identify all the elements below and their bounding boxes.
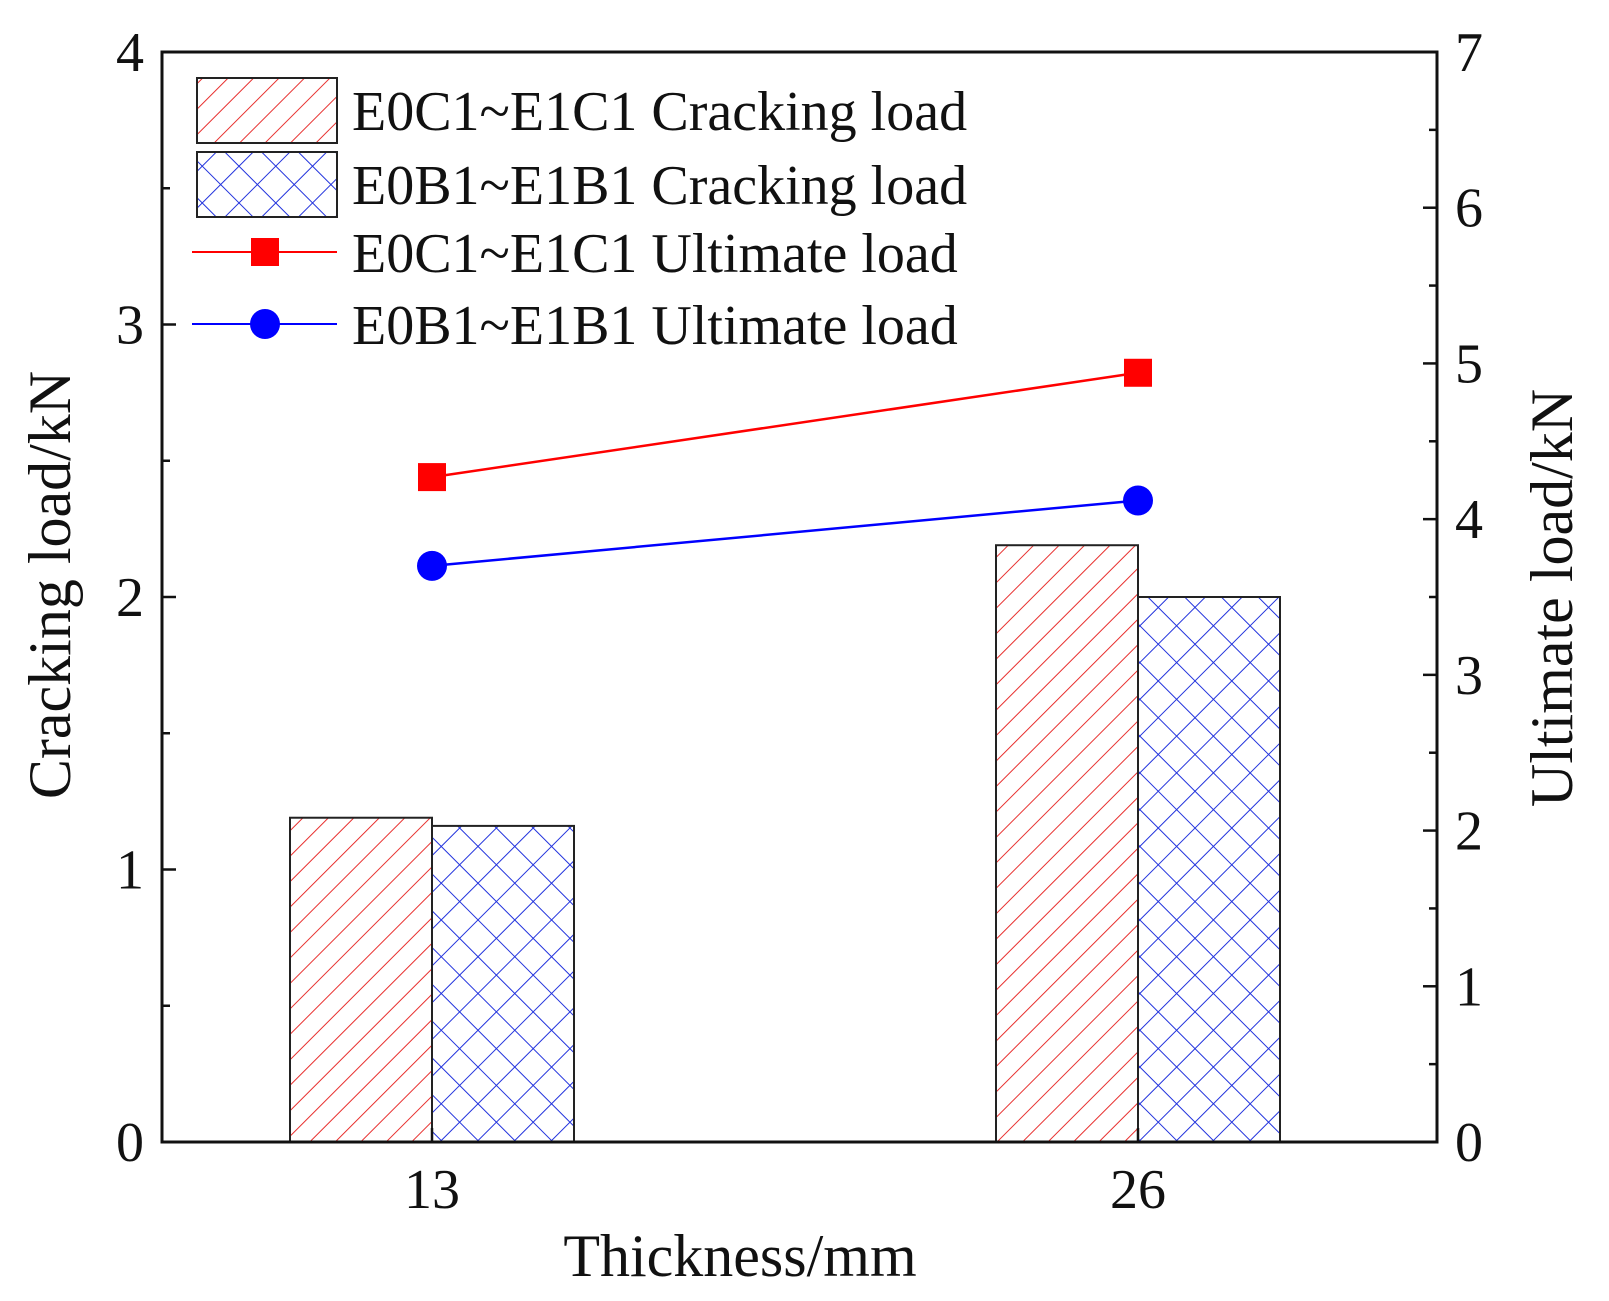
bar-cracking-c-26 (995, 544, 1139, 1143)
legend-label-ultimate-c: E0C1~E1C1 Ultimate load (352, 223, 958, 285)
legend: E0C1~E1C1 Cracking load E0B1~E1B1 Cracki… (192, 77, 967, 357)
y2-tick-label: 2 (1455, 801, 1483, 863)
y2-tick-label: 5 (1455, 333, 1483, 395)
y2-tick-label: 1 (1455, 956, 1483, 1018)
legend-swatch-cracking-c (196, 77, 338, 144)
legend-marker-circle-icon (250, 309, 280, 339)
y2-tick-label: 0 (1455, 1112, 1483, 1174)
point-ultimate-b-26 (1123, 485, 1153, 516)
y-tick-label: 0 (116, 1112, 144, 1174)
x-tick-label: 13 (404, 1159, 460, 1221)
bar-cracking-b-26 (1137, 596, 1281, 1143)
legend-label-cracking-c: E0C1~E1C1 Cracking load (352, 81, 967, 143)
line-ultimate-c (431, 371, 1139, 479)
legend-label-cracking-b: E0B1~E1B1 Cracking load (352, 155, 967, 217)
line-ultimate-b (431, 499, 1139, 568)
legend-marker-square-icon (251, 238, 279, 266)
y2-tick-label: 6 (1455, 178, 1483, 240)
bar-cracking-b-13 (431, 824, 575, 1144)
y2-tick-label: 4 (1455, 489, 1483, 551)
point-ultimate-b-13 (417, 550, 447, 581)
legend-label-ultimate-b: E0B1~E1B1 Ultimate load (352, 295, 958, 357)
y-tick-label: 2 (116, 567, 144, 629)
y2-tick-label: 7 (1455, 22, 1483, 84)
legend-swatch-cracking-b (196, 151, 338, 218)
y-tick-label: 3 (116, 295, 144, 357)
y-tick-label: 1 (116, 840, 144, 902)
y-axis-label: Cracking load/kN (17, 371, 83, 799)
x-tick-label: 26 (1110, 1159, 1166, 1221)
y2-axis-label: Ultimate load/kN (1519, 389, 1585, 807)
x-axis-label: Thickness/mm (563, 1223, 916, 1289)
bar-cracking-c-13 (289, 816, 433, 1143)
y-tick-label: 4 (116, 22, 144, 84)
y2-tick-label: 3 (1455, 645, 1483, 707)
point-ultimate-c-13 (418, 463, 446, 492)
point-ultimate-c-26 (1124, 358, 1152, 387)
